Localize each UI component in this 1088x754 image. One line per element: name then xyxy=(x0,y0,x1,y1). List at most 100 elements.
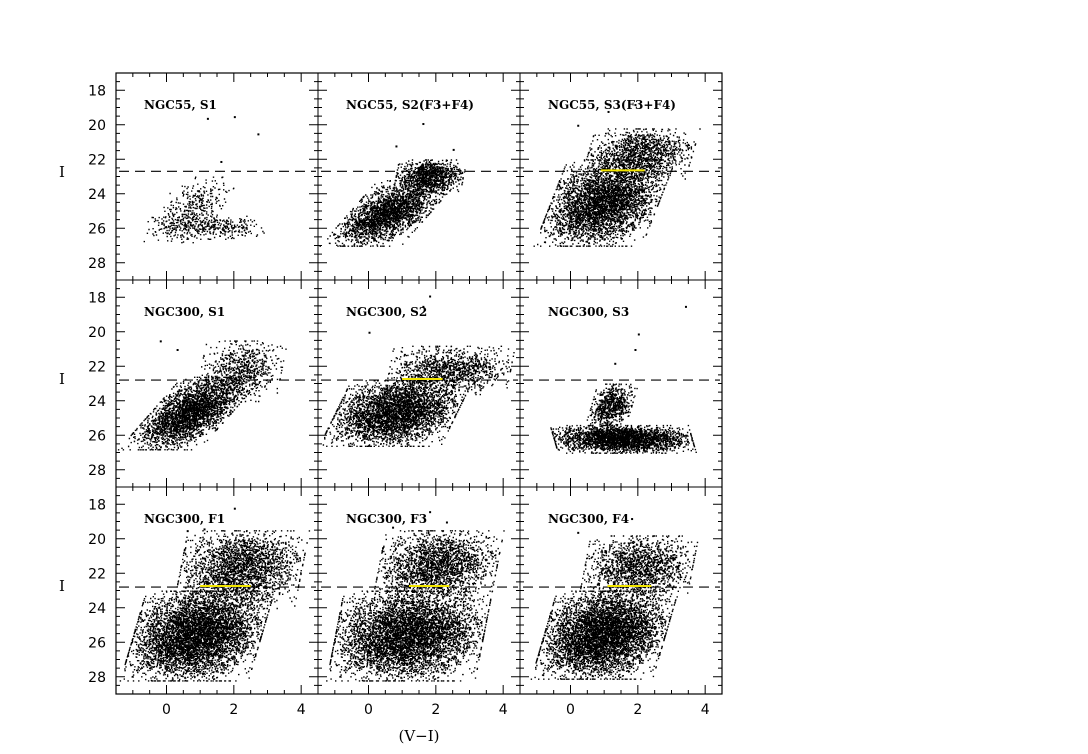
panel-label: NGC300, S3 xyxy=(548,305,629,319)
x-tick-label: 4 xyxy=(499,702,508,718)
panel-label: NGC55, S1 xyxy=(144,98,217,112)
panel-3: NGC55, S3(F3+F4) xyxy=(519,72,723,281)
panel-label: NGC55, S3(F3+F4) xyxy=(548,98,676,112)
y-tick-label: 24 xyxy=(88,601,106,617)
outlier-point xyxy=(631,518,634,521)
outlier-point xyxy=(203,528,206,531)
outlier-point xyxy=(452,148,455,151)
panel-label: NGC300, F1 xyxy=(144,512,225,526)
outlier-point xyxy=(661,559,664,562)
panel-grid: NGC55, S1 NGC55, S2(F3+F4) NGC55, S3(F3+F4… xyxy=(115,72,723,695)
y-tick-label: 20 xyxy=(88,118,106,134)
y-tick-label: 26 xyxy=(88,428,106,444)
outlier-point xyxy=(429,295,432,298)
y-axis-title: I xyxy=(59,370,65,388)
outlier-point xyxy=(267,366,270,369)
outlier-point xyxy=(637,333,640,336)
point-cloud-2 xyxy=(393,159,466,196)
point-cloud-2 xyxy=(580,535,699,603)
scatter-points xyxy=(119,507,311,682)
y-tick-label: 24 xyxy=(88,394,106,410)
panel-8: NGC300, F3 xyxy=(317,486,521,695)
point-cloud-1 xyxy=(119,590,276,682)
outlier-point xyxy=(186,530,189,533)
point-cloud-1 xyxy=(326,590,494,682)
outlier-point xyxy=(206,117,209,120)
y-tick-label: 28 xyxy=(88,670,106,686)
scatter-points xyxy=(530,518,699,680)
outlier-point xyxy=(422,305,425,308)
scatter-points xyxy=(143,116,265,244)
outlier-point xyxy=(684,305,687,308)
y-tick-label: 26 xyxy=(88,221,106,237)
figure-frame xyxy=(115,72,723,695)
x-tick-label: 2 xyxy=(229,702,238,718)
panel-9: NGC300, F4 xyxy=(519,486,723,695)
point-cloud-2 xyxy=(586,383,638,430)
y-tick-label: 24 xyxy=(88,187,106,203)
x-tick-label: 0 xyxy=(566,702,575,718)
point-cloud-2 xyxy=(582,128,701,182)
scatter-points xyxy=(322,295,515,447)
x-axis-title: (V−I) xyxy=(398,727,439,745)
scatter-points xyxy=(117,340,287,451)
x-tick-label: 0 xyxy=(162,702,171,718)
y-tick-label: 22 xyxy=(88,359,106,375)
y-tick-label: 18 xyxy=(88,290,106,306)
y-tick-label: 28 xyxy=(88,463,106,479)
panel-label: NGC300, S1 xyxy=(144,305,225,319)
panel-label: NGC300, S2 xyxy=(346,305,427,319)
y-tick-label: 22 xyxy=(88,566,106,582)
panel-label: NGC55, S2(F3+F4) xyxy=(346,98,474,112)
outlier-point xyxy=(668,140,671,143)
point-cloud-2 xyxy=(147,214,265,240)
outlier-point xyxy=(429,511,432,514)
point-cloud-2 xyxy=(197,340,287,403)
y-tick-label: 20 xyxy=(88,532,106,548)
outlier-point xyxy=(257,133,260,136)
y-tick-label: 18 xyxy=(88,83,106,99)
outlier-point xyxy=(634,104,637,107)
outlier-point xyxy=(577,124,580,127)
point-cloud-1 xyxy=(550,424,697,454)
y-tick-label: 20 xyxy=(88,325,106,341)
outlier-point xyxy=(395,145,398,148)
point-cloud-2 xyxy=(175,530,311,610)
x-tick-label: 0 xyxy=(364,702,373,718)
point-cloud-1 xyxy=(319,180,460,247)
x-tick-label: 4 xyxy=(297,702,306,718)
outlier-point xyxy=(233,116,236,119)
y-tick-label: 22 xyxy=(88,152,106,168)
outlier-point xyxy=(607,110,610,113)
x-tick-label: 2 xyxy=(633,702,642,718)
axis-labels: 182022242628I182022242628I182022242628I0… xyxy=(59,83,710,745)
panel-1: NGC55, S1 xyxy=(115,72,319,281)
x-tick-label: 4 xyxy=(701,702,710,718)
point-cloud-1 xyxy=(322,380,474,447)
panel-5: NGC300, S2 xyxy=(317,279,521,488)
panel-4: NGC300, S1 xyxy=(115,279,319,488)
outlier-point xyxy=(445,521,448,524)
y-axis-title: I xyxy=(59,577,65,595)
y-tick-label: 18 xyxy=(88,497,106,513)
outlier-point xyxy=(392,526,395,529)
outer-border xyxy=(115,72,723,695)
outlier-point xyxy=(159,340,162,343)
outlier-point xyxy=(176,349,179,351)
x-tick-label: 2 xyxy=(431,702,440,718)
y-tick-label: 26 xyxy=(88,635,106,651)
panel-6: NGC300, S3 xyxy=(519,279,723,488)
outlier-point xyxy=(233,507,236,510)
point-cloud-1 xyxy=(530,590,679,680)
scatter-points xyxy=(319,123,466,247)
outlier-point xyxy=(422,123,425,126)
y-tick-label: 28 xyxy=(88,256,106,272)
y-axis-title: I xyxy=(59,163,65,181)
outlier-point xyxy=(614,362,617,365)
point-cloud-1 xyxy=(533,159,673,247)
scatter-points xyxy=(550,305,697,454)
scatter-points xyxy=(326,511,505,682)
point-cloud-2 xyxy=(371,530,505,603)
outlier-point xyxy=(634,349,637,351)
